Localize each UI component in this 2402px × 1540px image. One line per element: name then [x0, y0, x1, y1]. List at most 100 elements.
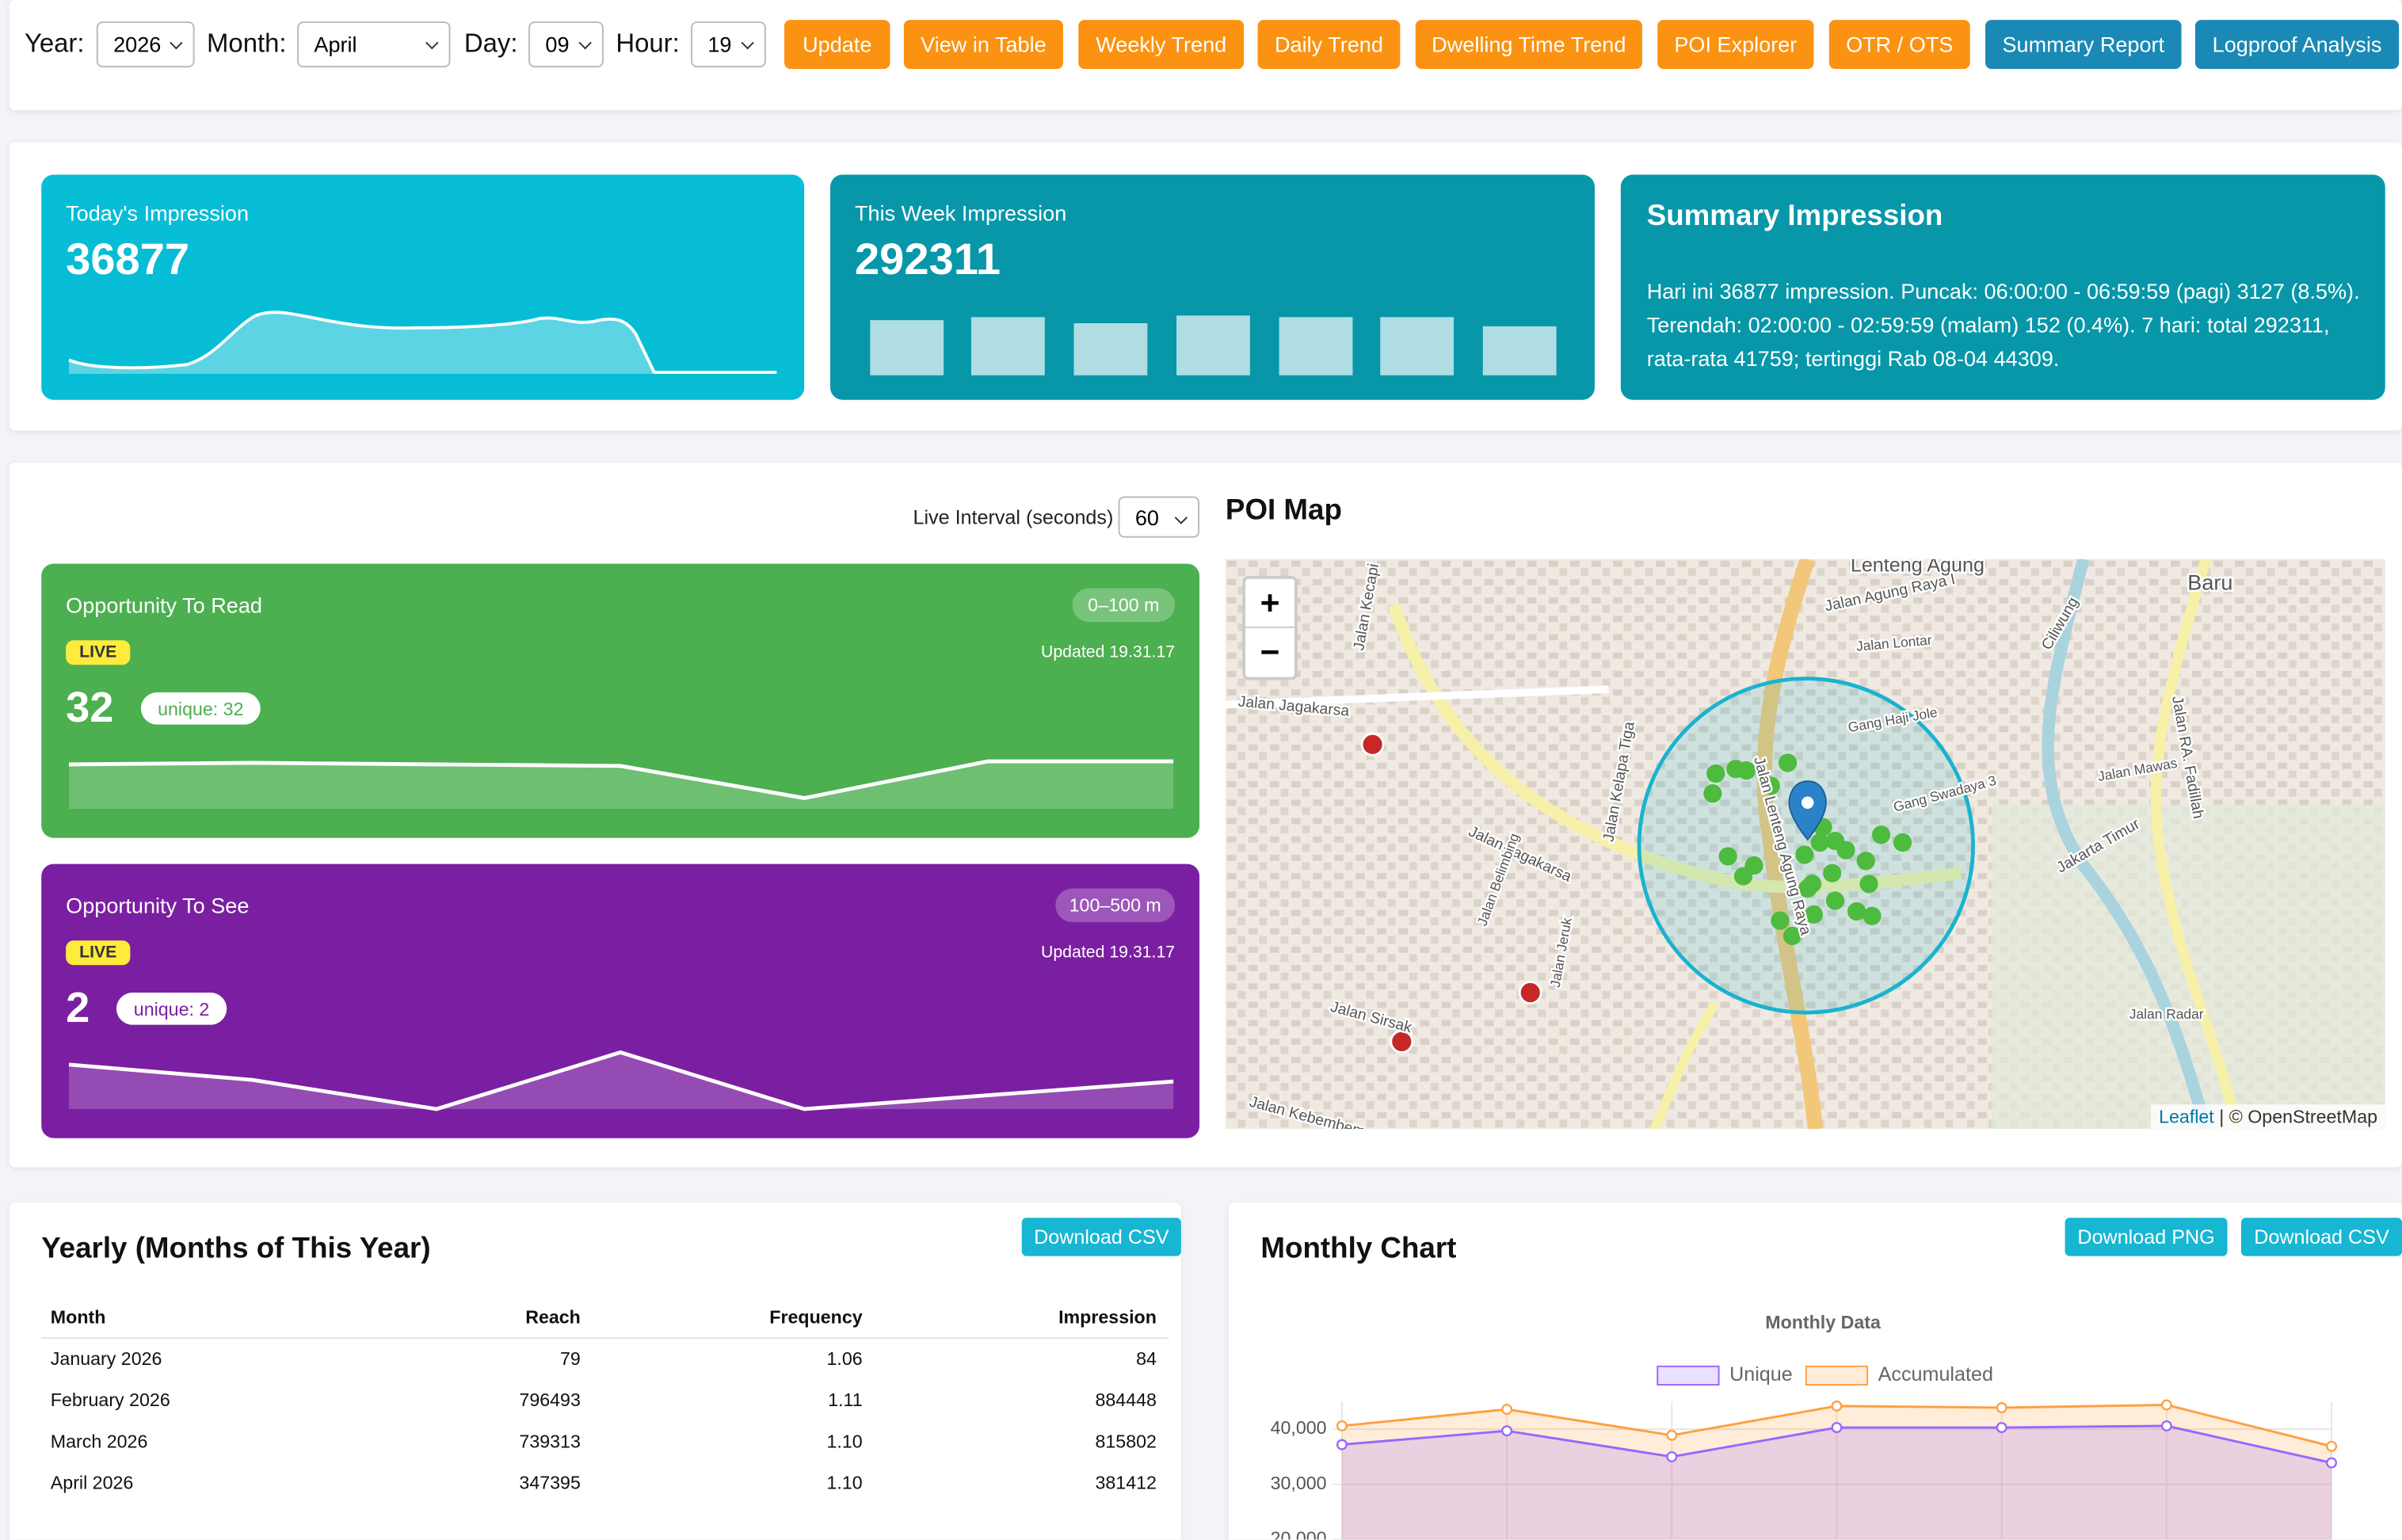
toolbar-button[interactable]: View in Table: [903, 20, 1063, 70]
live-value: 32: [66, 683, 114, 731]
poi-point: [1804, 905, 1824, 924]
series-point: [1336, 1439, 1348, 1450]
poi-point: [1893, 833, 1912, 852]
y-tick-label: 30,000: [1271, 1473, 1327, 1493]
legend-label: Accumulated: [1878, 1363, 1993, 1386]
legend-label: Unique: [1729, 1363, 1793, 1386]
toolbar-button[interactable]: Update: [784, 20, 890, 70]
card-title: Summary Impression: [1646, 200, 1943, 233]
week-card: This Week Impression 292311: [830, 174, 1595, 400]
poi-point: [1810, 833, 1829, 852]
card-title: This Week Impression: [854, 200, 1067, 226]
year-select[interactable]: 2026: [96, 21, 195, 68]
unique-pill: unique: 32: [140, 692, 261, 725]
map: Lenteng Agung Jalan Agung Raya I Jalan Jag…: [1225, 558, 2385, 1130]
unique-pill: unique: 2: [116, 993, 227, 1025]
poi-point: [1778, 753, 1798, 772]
poi-point: [1863, 906, 1882, 925]
series-point: [2326, 1440, 2338, 1452]
table-cell: 381412: [1095, 1472, 1157, 1494]
series-point: [1666, 1450, 1678, 1462]
table-cell: 347395: [519, 1472, 581, 1494]
live-value: 2: [66, 983, 90, 1031]
table-cell: 1.06: [826, 1348, 863, 1370]
zoom-in[interactable]: +: [1245, 579, 1294, 628]
zoom-control: + −: [1242, 576, 1298, 680]
summary-text: Hari ini 36877 impression. Puncak: 06:00…: [1646, 278, 2360, 371]
chart-title: Monthly Data: [1765, 1312, 1882, 1332]
monthly-title: Monthly Chart: [1260, 1233, 1457, 1266]
y-tick-label: 40,000: [1271, 1417, 1327, 1438]
zoom-out[interactable]: −: [1260, 632, 1280, 671]
monthly-panel: [1228, 1202, 2402, 1540]
sparkline: [68, 759, 1174, 809]
poi-point: [1706, 764, 1725, 783]
month-select[interactable]: April: [297, 21, 451, 68]
table-cell: 1.10: [826, 1472, 863, 1494]
toolbar-button[interactable]: Weekly Trend: [1078, 20, 1245, 70]
table-cell: 79: [560, 1348, 581, 1370]
poi-point: [1703, 784, 1722, 803]
table-header: Frequency: [769, 1306, 863, 1328]
otr-card: Opportunity To Read 0–100 m LIVE Updated…: [41, 563, 1200, 838]
range-pill: 0–100 m: [1072, 588, 1176, 623]
map-label: Jalan Radar: [2129, 1006, 2204, 1022]
poi-point: [1871, 825, 1891, 844]
series-point: [1501, 1404, 1513, 1416]
series-area: [1341, 1405, 2332, 1540]
hour-label: Hour:: [616, 29, 680, 59]
download-csv[interactable]: Download CSV: [2240, 1218, 2402, 1256]
updated-time: Updated 19.31.17: [1040, 643, 1176, 662]
map-title: POI Map: [1225, 494, 1342, 528]
toolbar-button[interactable]: Summary Report: [1985, 20, 2182, 70]
series-point: [2326, 1457, 2338, 1469]
live-badge: LIVE: [66, 940, 131, 966]
poi-point: [1744, 856, 1763, 875]
attribution: Leaflet | © OpenStreetMap: [2151, 1104, 2385, 1130]
poi-point: [1782, 926, 1802, 946]
table-header: Reach: [525, 1306, 581, 1328]
poi-point: [1859, 875, 1878, 894]
table-rule: [41, 1337, 1169, 1340]
series-point: [2160, 1399, 2172, 1411]
updated-time: Updated 19.31.17: [1040, 943, 1176, 962]
table-cell: 796493: [519, 1389, 581, 1411]
map-label: Baru: [2187, 570, 2232, 594]
poi-point: [1771, 911, 1790, 930]
poi-point: [1847, 902, 1866, 921]
toolbar-button[interactable]: Daily Trend: [1257, 20, 1401, 70]
series-point: [1501, 1425, 1513, 1437]
poi-point: [1836, 841, 1855, 860]
poi-point: [1795, 845, 1814, 864]
table-header: Month: [50, 1306, 106, 1328]
sparkline: [68, 311, 777, 374]
series-area: [1341, 1425, 2332, 1540]
mini-bars: [870, 315, 1557, 375]
card-value: 292311: [854, 235, 1001, 285]
series-point: [1996, 1422, 2007, 1433]
poi-point: [1825, 891, 1845, 910]
month-label: Month:: [207, 29, 287, 59]
table-cell: 84: [1136, 1348, 1157, 1370]
card-value: 36877: [66, 235, 190, 285]
hour-select[interactable]: 19: [691, 21, 766, 68]
interval-select[interactable]: 60: [1118, 496, 1200, 538]
toolbar-button[interactable]: POI Explorer: [1657, 20, 1814, 70]
live-badge: LIVE: [66, 640, 131, 665]
table-cell: 1.11: [828, 1389, 863, 1411]
toolbar-button[interactable]: Logproof Analysis: [2194, 20, 2400, 70]
day-select[interactable]: 09: [528, 21, 604, 68]
poi-point: [1856, 852, 1875, 871]
download-png[interactable]: Download PNG: [2065, 1218, 2228, 1256]
table-cell: February 2026: [50, 1389, 170, 1411]
download-csv[interactable]: Download CSV: [1021, 1218, 1181, 1256]
yearly-title: Yearly (Months of This Year): [41, 1233, 431, 1266]
sparkline: [68, 1050, 1174, 1111]
leaflet-link[interactable]: Leaflet: [2159, 1106, 2214, 1128]
table-cell: 1.10: [826, 1431, 863, 1453]
toolbar-button[interactable]: OTR / OTS: [1828, 20, 1970, 70]
toolbar-button[interactable]: Dwelling Time Trend: [1415, 20, 1642, 70]
table-cell: January 2026: [50, 1348, 162, 1370]
